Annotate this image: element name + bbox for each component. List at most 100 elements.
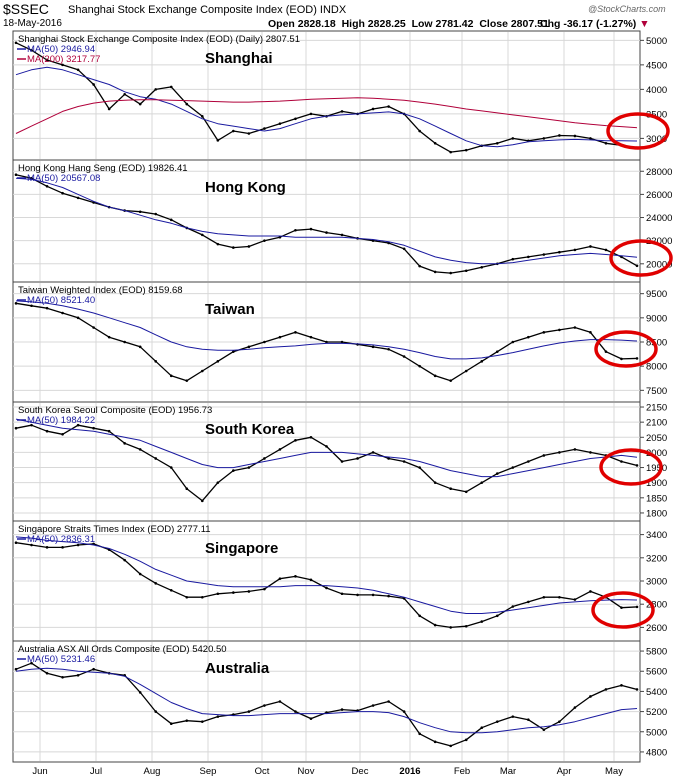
y-tick-label: 4500 bbox=[646, 60, 667, 71]
price-point bbox=[511, 257, 515, 261]
price-point bbox=[511, 340, 515, 344]
price-point bbox=[418, 614, 421, 618]
price-point bbox=[216, 139, 220, 142]
price-point bbox=[247, 132, 251, 135]
highlight-circle bbox=[594, 330, 658, 368]
price-point bbox=[480, 620, 484, 623]
price-point bbox=[495, 472, 499, 475]
market-label: Shanghai bbox=[205, 50, 273, 67]
price-point bbox=[76, 196, 80, 200]
y-tick-label: 4000 bbox=[646, 85, 667, 96]
y-tick-label: 4800 bbox=[646, 747, 667, 758]
price-point bbox=[45, 306, 49, 310]
x-tick-label: Dec bbox=[352, 766, 369, 777]
price-point bbox=[169, 218, 173, 222]
price-point bbox=[216, 592, 220, 596]
price-point bbox=[558, 250, 561, 254]
price-point bbox=[495, 141, 499, 145]
x-tick-label: Feb bbox=[454, 766, 470, 777]
x-tick-label: 2016 bbox=[399, 766, 420, 777]
price-point bbox=[216, 715, 220, 718]
x-tick-label: Apr bbox=[557, 766, 572, 777]
market-label: Singapore bbox=[205, 540, 278, 557]
legend-entry: MA(50) 8521.40 bbox=[27, 295, 95, 306]
x-tick-label: Nov bbox=[298, 766, 315, 777]
price-point bbox=[387, 347, 390, 351]
price-point bbox=[169, 374, 173, 378]
price-point bbox=[635, 688, 639, 691]
price-point bbox=[620, 606, 623, 609]
price-point bbox=[542, 137, 546, 140]
price-point bbox=[216, 242, 220, 246]
price-point bbox=[573, 706, 577, 709]
market-label: Taiwan bbox=[205, 301, 255, 318]
price-point bbox=[325, 586, 328, 590]
price-point bbox=[371, 593, 375, 597]
price-point bbox=[604, 350, 608, 353]
price-point bbox=[185, 487, 189, 491]
price-point bbox=[309, 335, 313, 339]
price-point bbox=[123, 558, 126, 562]
y-tick-label: 2050 bbox=[646, 433, 667, 444]
price-point bbox=[92, 326, 95, 329]
price-point bbox=[154, 88, 158, 91]
y-tick-label: 2150 bbox=[646, 403, 667, 414]
price-point bbox=[263, 457, 266, 460]
high-value: High 2828.25 bbox=[341, 18, 406, 30]
price-point bbox=[573, 448, 577, 451]
price-point bbox=[464, 738, 468, 742]
price-point bbox=[154, 582, 158, 585]
price-point bbox=[294, 228, 297, 232]
price-point bbox=[495, 614, 499, 618]
price-point bbox=[61, 191, 64, 195]
market-label: Australia bbox=[205, 660, 270, 677]
y-tick-label: 9000 bbox=[646, 313, 667, 324]
panel-title: Shanghai Stock Exchange Composite Index … bbox=[18, 34, 300, 45]
y-tick-label: 3000 bbox=[646, 134, 667, 145]
down-triangle-icon: ▼ bbox=[639, 18, 650, 30]
price-point bbox=[232, 469, 235, 472]
price-point bbox=[589, 137, 592, 140]
price-point bbox=[527, 255, 530, 259]
change-value: Chg -36.17 (-1.27%) ▼ bbox=[540, 18, 650, 30]
x-tick-label: Aug bbox=[144, 766, 161, 777]
price-point bbox=[527, 718, 530, 721]
y-tick-label: 1950 bbox=[646, 463, 667, 474]
price-point bbox=[402, 247, 406, 251]
price-point bbox=[185, 719, 189, 722]
price-point bbox=[511, 466, 515, 469]
highlight-circle bbox=[606, 112, 670, 150]
close-value: Close 2807.51 bbox=[479, 18, 549, 30]
price-point bbox=[309, 578, 313, 582]
price-point bbox=[480, 726, 484, 730]
price-point bbox=[61, 63, 64, 67]
price-point bbox=[14, 667, 18, 671]
price-point bbox=[387, 105, 390, 108]
price-point bbox=[294, 575, 297, 578]
price-point bbox=[201, 595, 204, 599]
price-point bbox=[154, 212, 158, 216]
price-point bbox=[464, 148, 468, 152]
price-point bbox=[30, 176, 33, 180]
chart-header: $SSEC Shanghai Stock Exchange Composite … bbox=[0, 0, 700, 31]
price-point bbox=[340, 233, 344, 237]
price-point bbox=[558, 451, 561, 454]
price-point bbox=[247, 590, 251, 593]
price-point bbox=[30, 423, 33, 427]
y-tick-label: 20000 bbox=[646, 259, 672, 270]
price-point bbox=[107, 107, 111, 111]
price-point bbox=[154, 710, 158, 713]
price-point bbox=[45, 546, 49, 549]
price-point bbox=[340, 110, 344, 113]
price-point bbox=[449, 744, 453, 748]
price-point bbox=[278, 448, 282, 451]
price-point bbox=[123, 92, 126, 96]
y-tick-label: 5200 bbox=[646, 707, 667, 718]
price-point bbox=[92, 667, 95, 671]
price-point bbox=[573, 248, 577, 252]
price-point bbox=[294, 117, 297, 121]
y-tick-label: 8000 bbox=[646, 362, 667, 373]
legend-entry: MA(50) 1984.22 bbox=[27, 415, 95, 426]
low-value: Low 2781.42 bbox=[411, 18, 474, 30]
x-tick-label: Sep bbox=[200, 766, 217, 777]
